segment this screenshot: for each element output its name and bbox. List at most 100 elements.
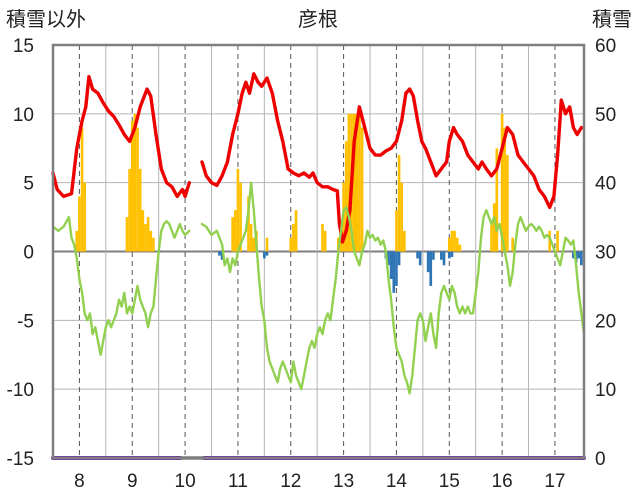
blue-bars-mark bbox=[440, 251, 443, 260]
orange-bars-mark bbox=[556, 230, 559, 252]
orange-bars-mark bbox=[136, 127, 139, 252]
orange-bars-mark bbox=[495, 148, 499, 252]
plot-frame bbox=[51, 43, 586, 460]
x-tick-label: 14 bbox=[386, 471, 408, 492]
blue-bars-mark bbox=[442, 251, 446, 266]
orange-bars-mark bbox=[249, 223, 253, 252]
y-right-tick-label: 10 bbox=[595, 380, 616, 401]
y-left-tick-label: 0 bbox=[23, 243, 34, 264]
y-right-tick-label: 40 bbox=[595, 174, 616, 195]
orange-bars-mark bbox=[453, 230, 456, 252]
x-tick-label: 12 bbox=[280, 471, 301, 492]
orange-bars-mark bbox=[548, 230, 551, 252]
blue-bars-mark bbox=[265, 251, 269, 256]
red-line bbox=[200, 72, 584, 244]
orange-bars-mark bbox=[125, 217, 129, 252]
red-line bbox=[51, 75, 191, 199]
orange-bars-mark bbox=[492, 203, 496, 252]
orange-bars-mark bbox=[447, 237, 451, 252]
y-left-tick-label: 15 bbox=[13, 36, 34, 57]
y-left-tick-label: 5 bbox=[23, 174, 34, 195]
orange-bars-mark bbox=[78, 196, 81, 252]
blue-bars-mark bbox=[392, 251, 396, 293]
blue-bars-mark bbox=[395, 251, 398, 286]
y-right-tick-label: 50 bbox=[595, 105, 616, 126]
blue-bars-mark bbox=[218, 251, 221, 256]
orange-bars-mark bbox=[500, 113, 504, 252]
blue-bars-mark bbox=[387, 251, 390, 266]
orange-bars-mark bbox=[321, 223, 324, 252]
orange-bars-mark bbox=[506, 155, 509, 252]
orange-bars-mark bbox=[152, 237, 155, 252]
right-axis-label: 積雪 bbox=[592, 8, 632, 31]
y-right-tick-label: 60 bbox=[595, 36, 616, 57]
orange-bars-mark bbox=[83, 182, 87, 252]
orange-bars-mark bbox=[75, 230, 79, 252]
orange-bars-mark bbox=[323, 230, 327, 252]
blue-bars-mark bbox=[450, 251, 454, 258]
orange-bars-mark bbox=[490, 223, 493, 252]
orange-bars-mark bbox=[403, 230, 406, 252]
blue-bars-mark bbox=[572, 251, 575, 259]
orange-bars-mark bbox=[450, 230, 454, 252]
orange-bars-mark bbox=[294, 230, 298, 252]
orange-bars-mark bbox=[355, 113, 359, 252]
green-line bbox=[200, 181, 586, 395]
chart-title: 彦根 bbox=[298, 8, 338, 31]
blue-bars-mark bbox=[580, 251, 583, 266]
blue-bars-mark bbox=[426, 251, 430, 273]
blue-bars-mark bbox=[263, 251, 266, 259]
orange-bars-mark bbox=[292, 223, 295, 252]
orange-bars-mark bbox=[233, 210, 237, 252]
x-tick-label: 8 bbox=[74, 471, 85, 492]
blue-bars-mark bbox=[397, 251, 401, 266]
y-right-tick-label: 20 bbox=[595, 311, 616, 332]
orange-bars-mark bbox=[144, 223, 147, 252]
blue-bars-mark bbox=[389, 251, 393, 280]
orange-bars-mark bbox=[511, 237, 514, 252]
orange-bars-mark bbox=[141, 210, 145, 252]
x-tick-label: 16 bbox=[492, 471, 513, 492]
orange-bars-mark bbox=[397, 155, 401, 252]
y-left-tick-label: 10 bbox=[13, 105, 34, 126]
orange-bars-mark bbox=[289, 237, 293, 252]
x-tick-label: 9 bbox=[127, 471, 138, 492]
orange-bars-mark bbox=[149, 230, 153, 252]
blue-bars-mark bbox=[418, 251, 422, 266]
orange-bars-mark bbox=[252, 237, 256, 252]
left-axis-label: 積雪以外 bbox=[6, 8, 86, 31]
orange-bars-mark bbox=[455, 237, 459, 252]
orange-bars-mark bbox=[347, 113, 351, 252]
orange-bars-mark bbox=[503, 127, 507, 252]
orange-bars-mark bbox=[395, 210, 398, 252]
y-left-tick-label: -15 bbox=[7, 449, 34, 470]
orange-bars-mark bbox=[80, 127, 84, 252]
orange-bars-mark bbox=[231, 217, 234, 252]
orange-bars-mark bbox=[358, 113, 361, 252]
orange-bars-mark bbox=[247, 196, 250, 252]
x-tick-label: 13 bbox=[333, 471, 354, 492]
orange-bars-mark bbox=[360, 127, 364, 252]
orange-bars-mark bbox=[130, 120, 134, 252]
blue-bars-mark bbox=[220, 251, 224, 260]
orange-bars-mark bbox=[239, 182, 242, 252]
frame bbox=[51, 43, 586, 460]
orange-bars-mark bbox=[352, 113, 356, 252]
orange-bars-mark bbox=[138, 168, 142, 252]
x-tick-label: 17 bbox=[544, 471, 565, 492]
orange-bars-mark bbox=[133, 113, 137, 252]
y-left-tick-label: -5 bbox=[17, 311, 34, 332]
blue-bars-mark bbox=[416, 251, 419, 259]
x-tick-label: 10 bbox=[175, 471, 196, 492]
x-tick-label: 11 bbox=[228, 471, 248, 492]
blue-bars-mark bbox=[429, 251, 433, 286]
y-right-tick-label: 30 bbox=[595, 243, 616, 264]
orange-bars-mark bbox=[236, 168, 240, 252]
orange-bars-mark bbox=[400, 182, 404, 252]
orange-bars-mark bbox=[128, 168, 131, 252]
orange-bars-mark bbox=[344, 141, 348, 252]
blue-bars-mark bbox=[577, 251, 581, 259]
y-left-tick-label: -10 bbox=[7, 380, 34, 401]
